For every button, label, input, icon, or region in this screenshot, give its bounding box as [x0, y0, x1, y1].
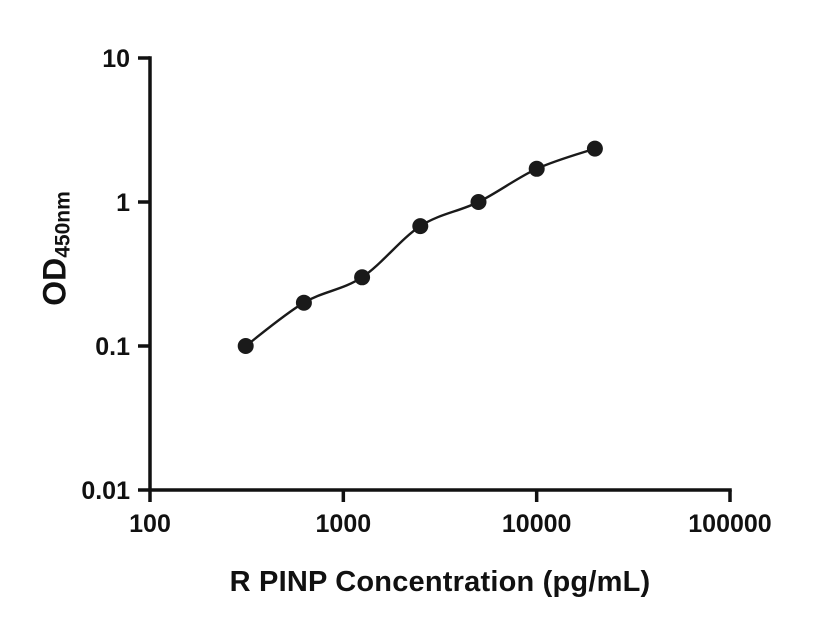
- y-axis-title: OD450nm: [36, 99, 75, 399]
- data-point: [470, 194, 487, 210]
- x-axis-title: R PINP Concentration (pg/mL): [229, 566, 651, 598]
- y-axis-tick-label: 0.1: [95, 333, 130, 361]
- x-axis-tick-label: 100000: [688, 510, 771, 538]
- data-point: [528, 160, 545, 177]
- data-point: [295, 294, 312, 311]
- y-axis-tick-label: 10: [102, 45, 130, 73]
- data-point: [354, 269, 371, 286]
- x-axis-tick-label: 10000: [502, 510, 572, 538]
- data-point: [237, 338, 254, 354]
- y-axis-title-subscript: 450nm: [51, 191, 75, 258]
- standard-curve-line: [244, 147, 596, 347]
- data-point: [412, 218, 429, 235]
- axis-lines: [148, 56, 732, 492]
- x-axis-tick-label: 100: [129, 510, 171, 538]
- y-axis-title-main: OD: [36, 257, 73, 306]
- y-axis-tick-label: 1: [116, 189, 130, 217]
- data-point: [586, 140, 603, 157]
- y-axis-tick-label: 0.01: [81, 477, 130, 505]
- x-axis-tick-label: 1000: [316, 510, 372, 538]
